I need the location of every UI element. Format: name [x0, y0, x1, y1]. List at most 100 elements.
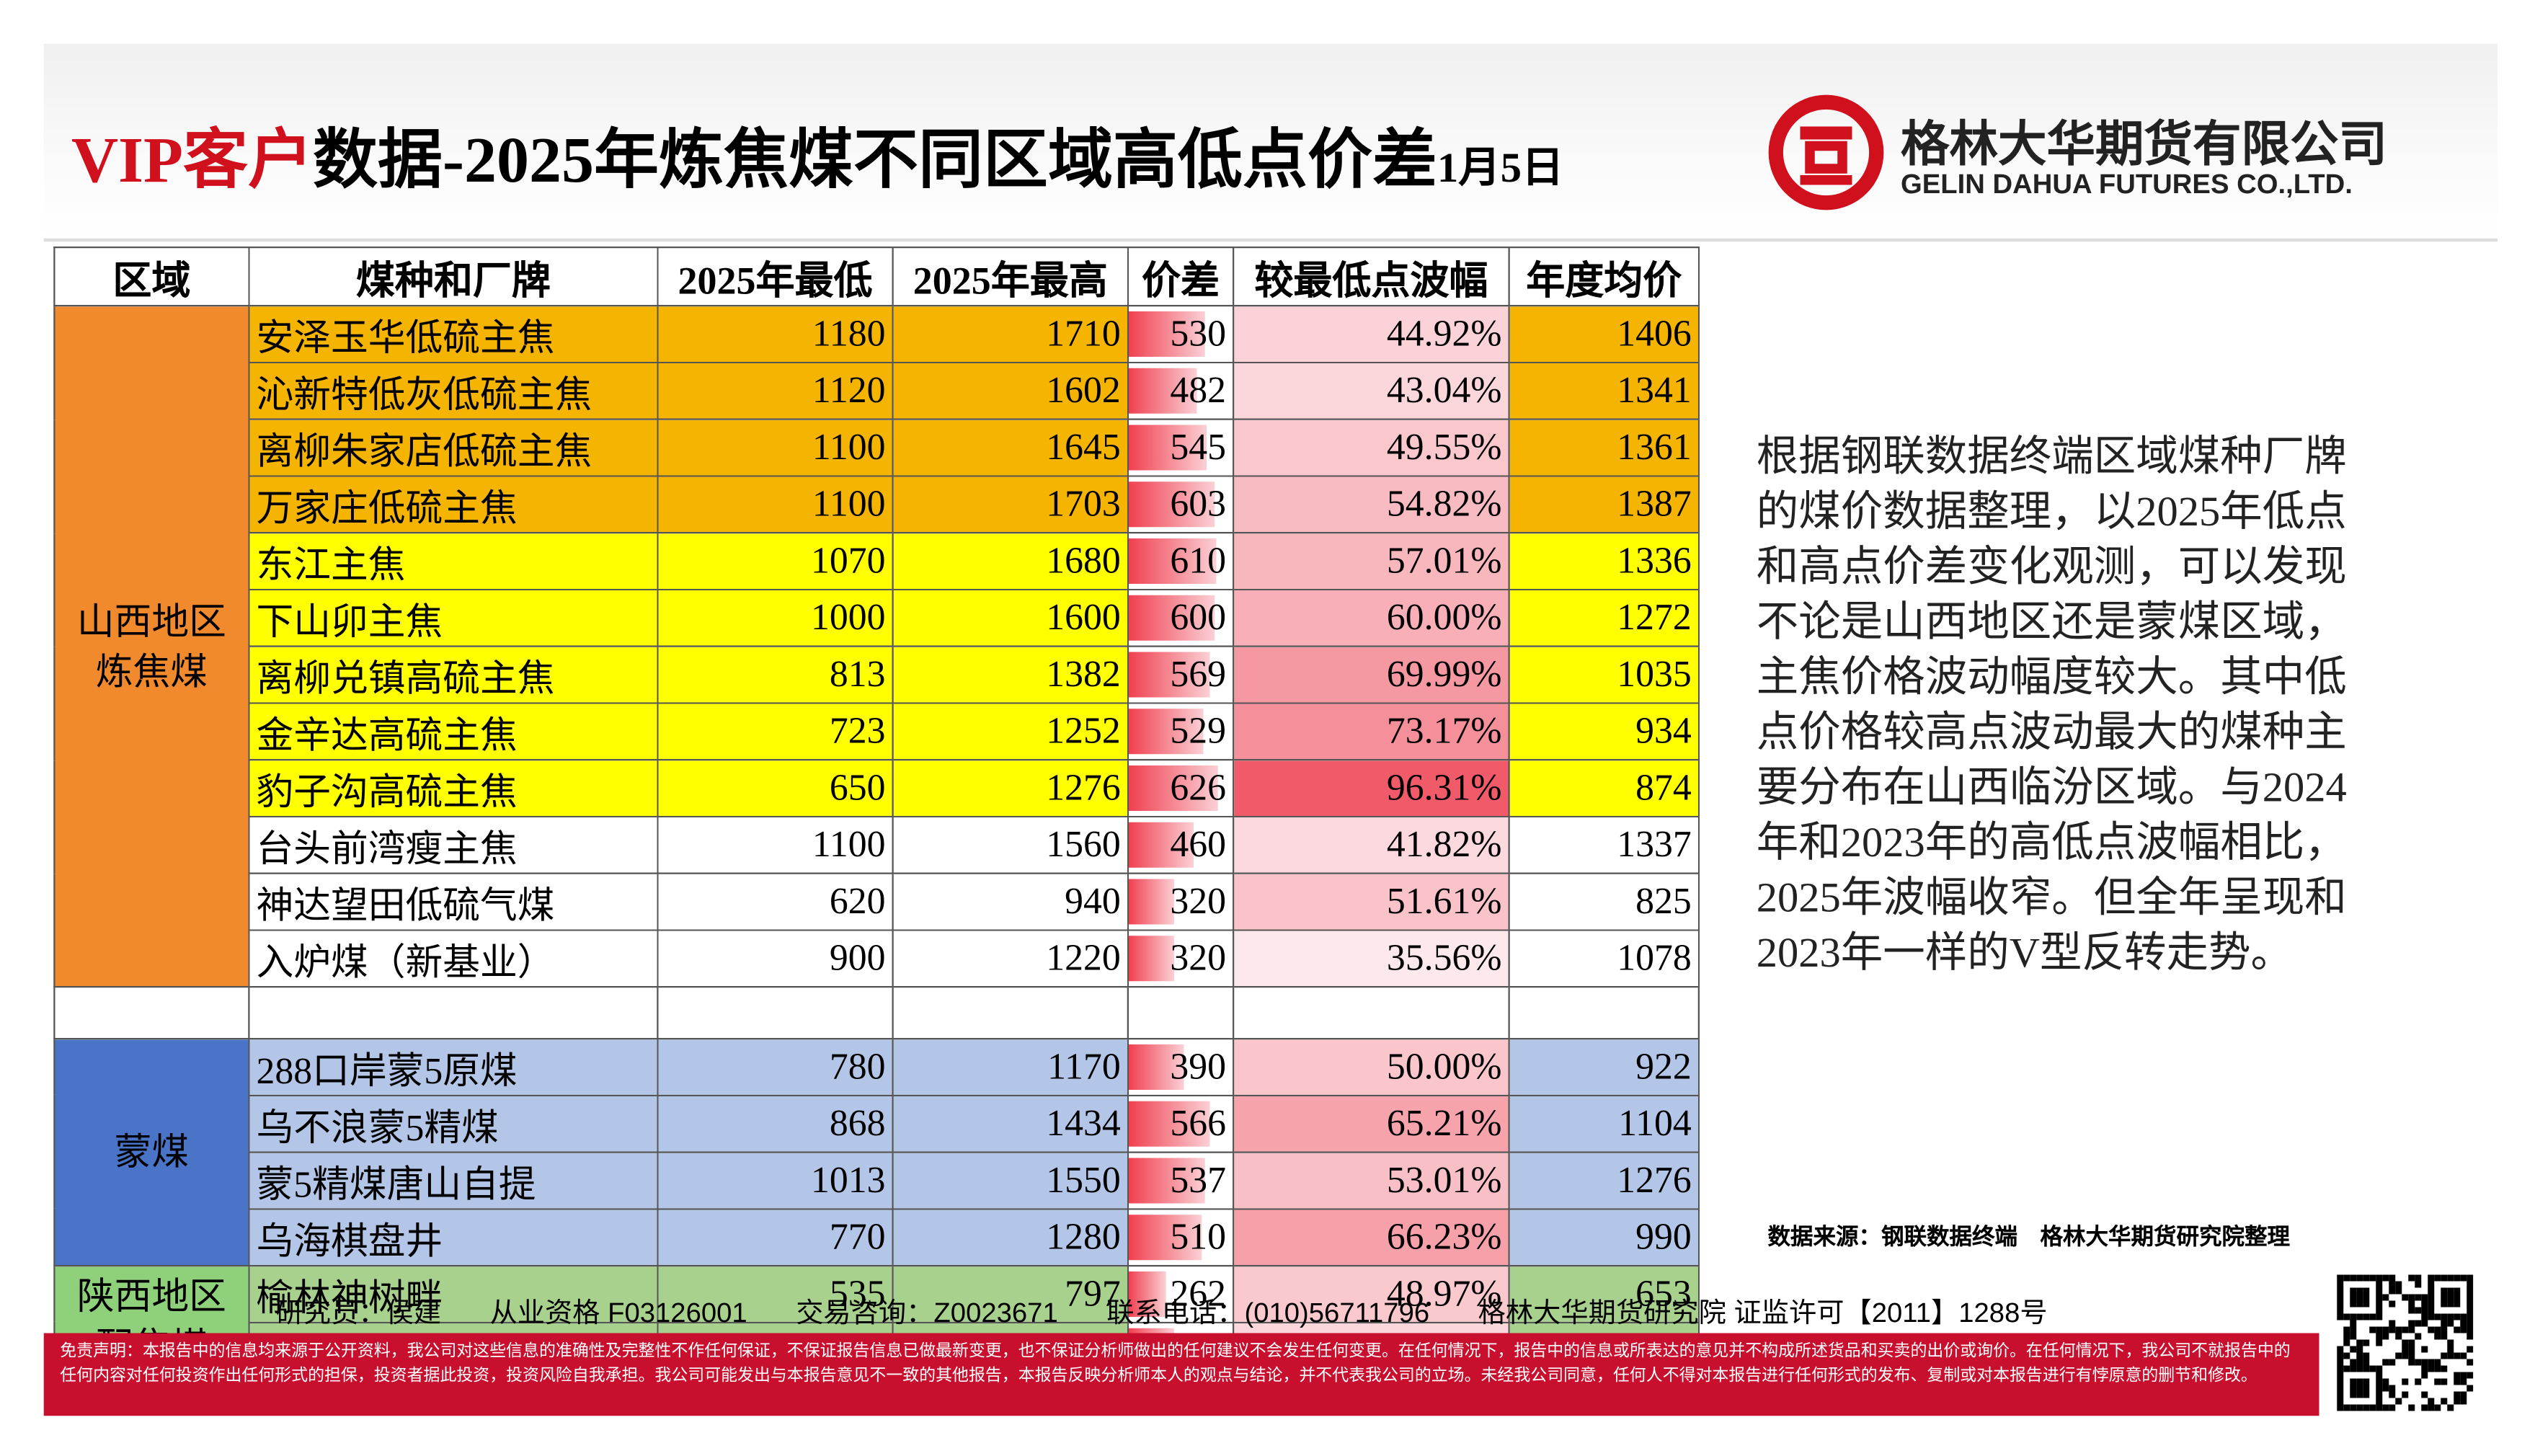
- cell-text: 1100: [812, 483, 886, 524]
- qr-module: [2467, 1307, 2474, 1314]
- qr-module: [2467, 1294, 2474, 1301]
- qr-module: [2408, 1294, 2415, 1301]
- qr-module: [2428, 1287, 2435, 1295]
- qr-module: [2356, 1391, 2363, 1398]
- qr-module: [2356, 1339, 2363, 1346]
- qr-module: [2350, 1378, 2357, 1385]
- qr-module: [2343, 1313, 2350, 1320]
- qr-module: [2421, 1307, 2428, 1314]
- qr-module: [2447, 1404, 2454, 1411]
- name-cell: 台头前湾瘦主焦: [248, 815, 659, 874]
- qr-module: [2467, 1326, 2474, 1333]
- value-cell: 770: [657, 1207, 894, 1266]
- qr-module: [2467, 1281, 2474, 1288]
- diff-bar: [1129, 425, 1207, 471]
- diff-bar: [1129, 1214, 1202, 1260]
- qr-module: [2376, 1365, 2383, 1372]
- value-cell: 566: [1127, 1094, 1235, 1153]
- qr-module: [2441, 1300, 2448, 1308]
- blank-cell: [1508, 986, 1700, 1039]
- blank-cell: [1233, 986, 1510, 1039]
- qr-module: [2408, 1300, 2415, 1308]
- cell-text: 603: [1170, 483, 1226, 524]
- cell-text: 1337: [1617, 824, 1692, 865]
- qr-module: [2389, 1326, 2396, 1333]
- value-cell: 1100: [657, 475, 894, 534]
- value-cell: 1406: [1508, 305, 1700, 363]
- value-cell: 1276: [1508, 1150, 1700, 1209]
- qr-module: [2356, 1313, 2363, 1320]
- blank-cell: [53, 986, 250, 1039]
- value-cell: 868: [657, 1094, 894, 1153]
- column-header: 较最低点波幅: [1233, 247, 1510, 307]
- blank-cell: [248, 986, 659, 1039]
- qr-module: [2376, 1313, 2383, 1320]
- value-cell: 1170: [892, 1037, 1129, 1096]
- qr-module: [2415, 1307, 2422, 1314]
- qr-module: [2467, 1333, 2474, 1340]
- qr-module: [2434, 1378, 2441, 1385]
- qr-module: [2382, 1326, 2389, 1333]
- cell-text: 1252: [1046, 710, 1121, 751]
- value-cell: 1120: [657, 361, 894, 420]
- value-cell: 780: [657, 1037, 894, 1096]
- qr-module: [2460, 1326, 2467, 1333]
- qr-module: [2447, 1313, 2454, 1320]
- cell-text: 安泽玉华低硫主焦: [256, 318, 555, 359]
- cell-text: 41.82%: [1386, 824, 1502, 865]
- qr-module: [2376, 1294, 2383, 1301]
- qr-module: [2428, 1326, 2435, 1333]
- qr-module: [2421, 1320, 2428, 1327]
- qr-code: [2337, 1274, 2474, 1411]
- diff-bar: [1129, 595, 1215, 641]
- cell-text: 780: [829, 1045, 886, 1086]
- qr-module: [2460, 1352, 2467, 1359]
- qr-module: [2389, 1320, 2396, 1327]
- diff-bar: [1129, 1044, 1185, 1090]
- value-cell: 1703: [892, 475, 1129, 534]
- qr-module: [2369, 1313, 2376, 1320]
- value-cell: 320: [1127, 872, 1235, 931]
- value-cell: 603: [1127, 475, 1235, 534]
- qr-module: [2363, 1385, 2370, 1392]
- blank-cell: [1127, 986, 1235, 1039]
- qr-module: [2343, 1333, 2350, 1340]
- qr-module: [2395, 1352, 2402, 1359]
- value-cell: 825: [1508, 872, 1700, 931]
- qr-module: [2363, 1274, 2370, 1282]
- value-cell: 1680: [892, 532, 1129, 590]
- value-cell: 874: [1508, 759, 1700, 817]
- qr-module: [2460, 1320, 2467, 1327]
- qr-module: [2467, 1300, 2474, 1308]
- value-cell: 1550: [892, 1150, 1129, 1209]
- cell-text: 入炉煤（新基业）: [256, 942, 555, 983]
- value-cell: 510: [1127, 1207, 1235, 1266]
- qr-module: [2369, 1326, 2376, 1333]
- name-cell: 东江主焦: [248, 532, 659, 590]
- qr-module: [2389, 1359, 2396, 1366]
- cell-text: 50.00%: [1386, 1045, 1502, 1086]
- table-row: 乌海棋盘井 770 1280 510 66.23% 990: [54, 1207, 1700, 1266]
- qr-module: [2350, 1365, 2357, 1372]
- qr-module: [2382, 1404, 2389, 1411]
- value-cell: 460: [1127, 815, 1235, 874]
- qr-module: [2454, 1274, 2461, 1282]
- footer-item: 交易咨询：Z0023671: [796, 1297, 1058, 1328]
- cell-text: 1387: [1617, 483, 1692, 524]
- qr-module: [2389, 1287, 2396, 1295]
- qr-module: [2356, 1294, 2363, 1301]
- qr-module: [2376, 1372, 2383, 1379]
- cell-text: 榆林神树畔: [256, 1277, 443, 1318]
- qr-module: [2343, 1404, 2350, 1411]
- qr-module: [2460, 1391, 2467, 1398]
- value-cell: 57.01%: [1233, 532, 1510, 590]
- value-cell: 1078: [1508, 929, 1700, 988]
- cell-text: 54.82%: [1386, 483, 1502, 524]
- cell-text: 990: [1635, 1215, 1692, 1257]
- qr-module: [2376, 1333, 2383, 1340]
- company-cn: 格林大华期货有限公司: [1901, 117, 2387, 174]
- value-cell: 922: [1508, 1037, 1700, 1096]
- column-header: 2025年最高: [892, 247, 1129, 307]
- cell-text: 620: [829, 880, 886, 921]
- value-cell: 1100: [657, 418, 894, 477]
